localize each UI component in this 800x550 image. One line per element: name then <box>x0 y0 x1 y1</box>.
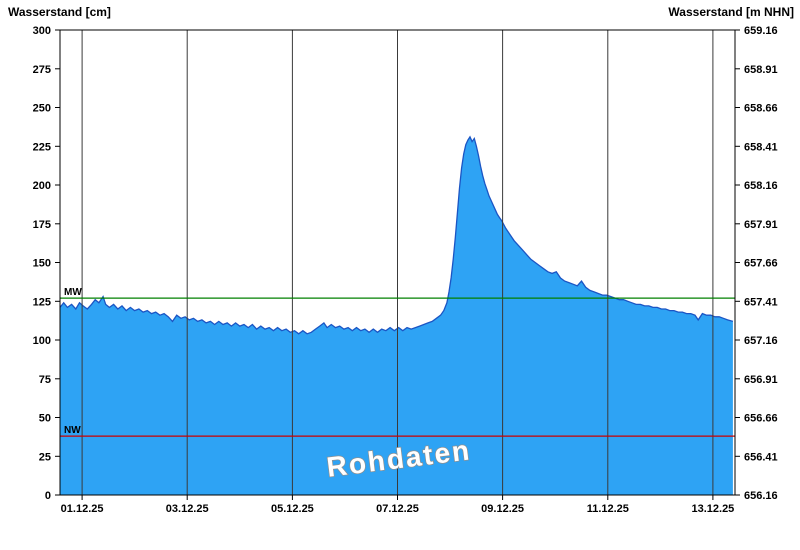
y-left-tick-label: 50 <box>39 413 51 425</box>
y-right-tick-label: 657.66 <box>744 258 778 270</box>
left-axis-title: Wasserstand [cm] <box>8 5 111 19</box>
y-left-tick-label: 300 <box>33 25 51 37</box>
y-left-tick-label: 100 <box>33 335 51 347</box>
area-series <box>59 135 734 495</box>
y-right-tick-label: 657.91 <box>744 219 778 231</box>
y-left-tick-label: 225 <box>33 141 51 153</box>
mw-line: MW <box>60 287 735 299</box>
y-right-tick-label: 657.41 <box>744 296 778 308</box>
y-right-tick-label: 656.41 <box>744 451 778 463</box>
y-right-tick-label: 656.91 <box>744 374 778 386</box>
y-right-tick-label: 659.16 <box>744 25 778 37</box>
x-tick-label: 09.12.25 <box>481 503 524 515</box>
y-right-tick-label: 658.16 <box>744 180 778 192</box>
x-tick-label: 05.12.25 <box>271 503 314 515</box>
mw-label: MW <box>64 287 82 298</box>
y-right-tick-label: 658.41 <box>744 141 778 153</box>
y-axis-right: 659.16 658.91 658.66 658.41 658.16 657.91 657.… <box>735 25 778 502</box>
y-left-tick-label: 0 <box>45 490 51 502</box>
x-tick-label: 13.12.25 <box>691 503 734 515</box>
y-right-tick-label: 658.91 <box>744 64 778 76</box>
nw-label: NW <box>64 425 81 436</box>
y-left-tick-label: 150 <box>33 258 51 270</box>
y-right-tick-label: 656.66 <box>744 413 778 425</box>
y-left-tick-label: 175 <box>33 219 51 231</box>
y-left-tick-label: 200 <box>33 180 51 192</box>
right-axis-title: Wasserstand [m NHN] <box>668 5 794 19</box>
series-fill <box>60 136 733 495</box>
y-axis-left: 0 25 50 75 100 125 150 175 200 225 250 275 300 <box>33 25 60 502</box>
series-line <box>59 135 734 335</box>
x-axis: 01.12.25 03.12.25 05.12.25 07.12.25 09.12.25… <box>61 495 734 515</box>
x-gridlines <box>81 30 714 495</box>
nw-line: NW <box>60 425 735 437</box>
x-tick-label: 07.12.25 <box>376 503 419 515</box>
y-right-tick-label: 658.66 <box>744 103 778 115</box>
y-right-tick-label: 656.16 <box>744 490 778 502</box>
y-left-tick-label: 75 <box>39 374 51 386</box>
y-left-tick-label: 125 <box>33 296 51 308</box>
x-tick-label: 03.12.25 <box>166 503 209 515</box>
y-left-tick-label: 275 <box>33 64 51 76</box>
x-tick-label: 11.12.25 <box>587 503 629 515</box>
y-right-tick-label: 657.16 <box>744 335 778 347</box>
y-left-tick-label: 25 <box>39 451 51 463</box>
y-left-tick-label: 250 <box>33 103 51 115</box>
x-tick-label: 01.12.25 <box>61 503 104 515</box>
